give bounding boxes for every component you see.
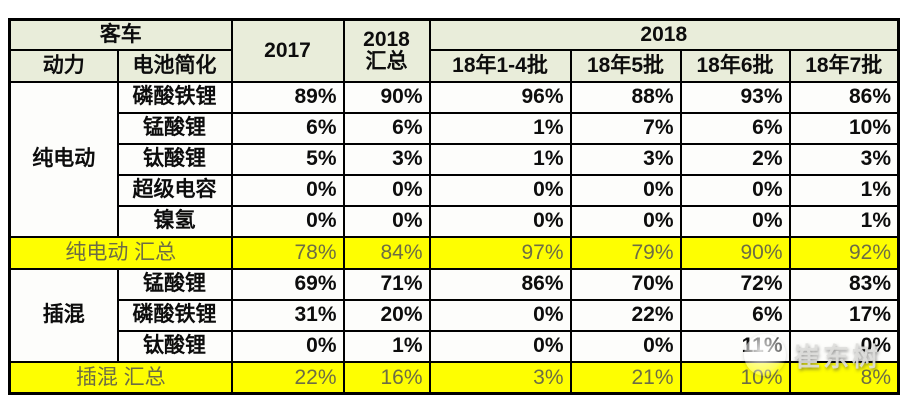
total-cell: 92%	[788, 235, 900, 270]
header-power-col: 动力	[8, 48, 119, 83]
total-cell: 8%	[788, 360, 900, 395]
data-cell: 6%	[679, 111, 791, 145]
data-cell: 70%	[569, 267, 682, 301]
data-cell: 83%	[788, 267, 900, 301]
header-2018-total: 2018 汇总	[342, 18, 431, 83]
group-label-bev: 纯电动	[8, 80, 119, 238]
battery-label: 超级电容	[116, 173, 233, 207]
battery-label: 锰酸锂	[116, 111, 233, 145]
data-cell: 0%	[679, 204, 791, 238]
group-label-phev: 插混	[8, 267, 119, 363]
data-cell: 31%	[230, 298, 345, 332]
total-label: 纯电动 汇总	[8, 235, 233, 270]
total-label: 插混 汇总	[8, 360, 233, 395]
header-row-2: 动力 电池简化 18年1-4批 18年5批 18年6批 18年7批	[8, 48, 900, 83]
header-batch-2: 18年5批	[569, 48, 682, 83]
data-cell: 0%	[569, 329, 682, 363]
header-vehicle-group: 客车	[8, 18, 233, 51]
table-row: 超级电容 0% 0% 0% 0% 0% 1%	[10, 173, 900, 207]
data-cell: 0%	[230, 204, 345, 238]
total-cell: 84%	[342, 235, 431, 270]
data-cell: 20%	[342, 298, 431, 332]
total-cell: 79%	[569, 235, 682, 270]
total-cell: 3%	[428, 360, 572, 395]
data-cell: 17%	[788, 298, 900, 332]
header-year-2017: 2017	[230, 18, 345, 83]
data-cell: 71%	[342, 267, 431, 301]
data-cell: 86%	[428, 267, 572, 301]
data-cell: 3%	[569, 142, 682, 176]
data-cell: 86%	[788, 80, 900, 114]
header-year-2018-group: 2018	[428, 18, 900, 51]
table-row: 钛酸锂 0% 1% 0% 0% 11% 0%	[10, 329, 900, 363]
battery-share-table: 客车 2017 2018 汇总 2018 动力 电池简化 18年1-4批 18年…	[8, 18, 901, 395]
data-cell: 0%	[428, 173, 572, 207]
total-cell: 90%	[679, 235, 791, 270]
data-cell: 3%	[342, 142, 431, 176]
data-cell: 1%	[428, 142, 572, 176]
total-cell: 78%	[230, 235, 345, 270]
header-batch-4: 18年7批	[788, 48, 900, 83]
data-cell: 0%	[342, 204, 431, 238]
battery-label: 钛酸锂	[116, 142, 233, 176]
table-row: 磷酸铁锂 31% 20% 0% 22% 6% 17%	[10, 298, 900, 332]
data-cell: 1%	[788, 204, 900, 238]
data-cell: 3%	[788, 142, 900, 176]
total-cell: 22%	[230, 360, 345, 395]
header-batch-3: 18年6批	[679, 48, 791, 83]
data-cell: 0%	[428, 329, 572, 363]
table-row: 锰酸锂 6% 6% 1% 7% 6% 10%	[10, 111, 900, 145]
data-cell: 1%	[788, 173, 900, 207]
data-cell: 1%	[428, 111, 572, 145]
header-row-1: 客车 2017 2018 汇总 2018	[8, 18, 900, 83]
table-row: 镍氢 0% 0% 0% 0% 0% 1%	[10, 204, 900, 238]
data-cell: 1%	[342, 329, 431, 363]
total-cell: 16%	[342, 360, 431, 395]
data-cell: 6%	[230, 111, 345, 145]
data-cell: 0%	[342, 173, 431, 207]
data-cell: 88%	[569, 80, 682, 114]
data-cell: 11%	[679, 329, 791, 363]
total-cell: 10%	[679, 360, 791, 395]
total-cell: 97%	[428, 235, 572, 270]
total-cell: 21%	[569, 360, 682, 395]
battery-label: 镍氢	[116, 204, 233, 238]
data-cell: 0%	[230, 329, 345, 363]
data-cell: 72%	[679, 267, 791, 301]
data-cell: 10%	[788, 111, 900, 145]
battery-label: 磷酸铁锂	[116, 298, 233, 332]
table-row: 插混 锰酸锂 69% 71% 86% 70% 72% 83%	[8, 267, 900, 363]
table-row: 纯电动 磷酸铁锂 89% 90% 96% 88% 93% 86%	[8, 80, 900, 238]
data-cell: 89%	[230, 80, 345, 114]
battery-label: 磷酸铁锂	[116, 80, 233, 114]
data-cell: 6%	[679, 298, 791, 332]
data-cell: 22%	[569, 298, 682, 332]
data-cell: 2%	[679, 142, 791, 176]
data-cell: 0%	[230, 173, 345, 207]
header-batch-1: 18年1-4批	[428, 48, 572, 83]
data-cell: 0%	[788, 329, 900, 363]
data-cell: 90%	[342, 80, 431, 114]
total-row-bev: 纯电动 汇总 78% 84% 97% 79% 90% 92%	[8, 235, 900, 270]
data-cell: 0%	[428, 204, 572, 238]
data-cell: 5%	[230, 142, 345, 176]
table-row: 钛酸锂 5% 3% 1% 3% 2% 3%	[10, 142, 900, 176]
battery-label: 钛酸锂	[116, 329, 233, 363]
battery-label: 锰酸锂	[116, 267, 233, 301]
header-2018-total-line1: 2018	[363, 27, 410, 51]
data-cell: 0%	[679, 173, 791, 207]
data-cell: 93%	[679, 80, 791, 114]
data-cell: 96%	[428, 80, 572, 114]
data-cell: 7%	[569, 111, 682, 145]
data-cell: 69%	[230, 267, 345, 301]
data-cell: 0%	[428, 298, 572, 332]
data-cell: 0%	[569, 173, 682, 207]
data-cell: 6%	[342, 111, 431, 145]
total-row-phev: 插混 汇总 22% 16% 3% 21% 10% 8%	[8, 360, 900, 395]
header-battery-col: 电池简化	[116, 48, 233, 83]
data-cell: 0%	[569, 204, 682, 238]
header-2018-total-line2: 汇总	[365, 49, 408, 73]
